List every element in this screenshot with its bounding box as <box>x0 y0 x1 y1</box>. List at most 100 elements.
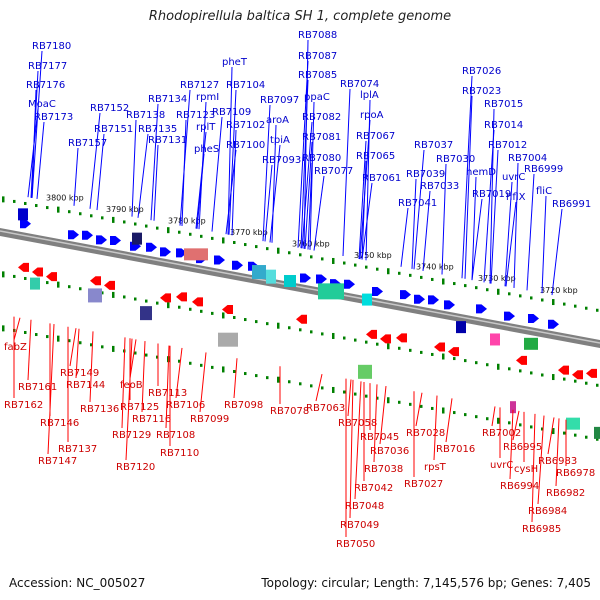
forward-gene-label: RB7151 <box>94 124 133 135</box>
leader-line <box>262 104 271 242</box>
forward-gene-label: RB7131 <box>148 135 187 146</box>
reverse-gene-label: RB7149 <box>60 368 99 379</box>
leader-line <box>225 149 237 235</box>
forward-gene-arrow <box>96 235 107 245</box>
feature-block <box>184 248 208 261</box>
scale-tick <box>354 263 357 267</box>
forward-gene-label: RB7104 <box>226 80 265 91</box>
leader-line <box>307 162 313 250</box>
scale-tick <box>453 357 456 361</box>
scale-tick <box>46 281 49 285</box>
scale-tick <box>508 367 511 371</box>
reverse-gene-arrow <box>176 292 187 302</box>
forward-gene-label: RB7030 <box>436 154 475 165</box>
scale-tick <box>145 299 148 303</box>
forward-gene-label: RB7037 <box>414 140 453 151</box>
scale-tick <box>288 251 291 255</box>
forward-gene-label: RB7138 <box>126 110 165 121</box>
scale-tick <box>464 284 467 288</box>
scale-tick <box>24 201 27 205</box>
scale-tick <box>68 339 71 343</box>
scale-tick <box>189 307 192 311</box>
feature-block <box>456 321 466 334</box>
reverse-gene-label: RB6984 <box>528 506 567 517</box>
reverse-gene-arrow <box>448 347 459 357</box>
reverse-gene-arrow <box>366 329 377 339</box>
scale-label: 3740 kbp <box>416 263 454 272</box>
leader-line <box>400 207 409 267</box>
leader-line <box>347 379 352 417</box>
scale-tick <box>288 326 291 330</box>
reverse-gene-arrow <box>396 333 407 343</box>
scale-tick <box>244 318 247 322</box>
figure-title: Rhodopirellula baltica SH 1, complete ge… <box>148 9 452 24</box>
leader-line <box>141 341 146 413</box>
leader-line <box>309 101 315 250</box>
backbone-highlight <box>0 230 600 344</box>
reverse-gene-label: RB7098 <box>224 400 263 411</box>
reverse-gene-label: RB6978 <box>556 468 595 479</box>
reverse-gene-label: RB7058 <box>338 418 377 429</box>
scale-tick <box>277 247 280 254</box>
reverse-gene-arrow <box>572 370 583 380</box>
forward-gene-label: fliC <box>536 186 552 197</box>
forward-gene-label: rpmI <box>196 92 219 103</box>
scale-tick <box>376 342 379 346</box>
scale-tick <box>79 287 82 291</box>
leader-line <box>153 144 159 221</box>
leader-line <box>165 345 170 429</box>
scale-tick <box>519 369 522 373</box>
forward-gene-label: RB7135 <box>138 124 177 135</box>
scale-tick <box>541 298 544 302</box>
reverse-gene-label: RB7063 <box>306 403 345 414</box>
scale-tick <box>420 350 423 354</box>
forward-gene-label: RB6999 <box>524 164 563 175</box>
scale-tick <box>365 394 368 398</box>
forward-gene-label: RB7180 <box>32 41 71 52</box>
scale-tick <box>156 355 159 359</box>
reverse-gene-arrow <box>296 314 307 324</box>
scale-tick <box>145 353 148 357</box>
forward-gene-label: RB7023 <box>462 86 501 97</box>
leader-line <box>301 121 313 249</box>
genome-backbone <box>0 228 600 348</box>
scale-tick <box>2 271 5 278</box>
scale-tick <box>244 372 247 376</box>
reverse-gene-label: RB7002 <box>482 428 521 439</box>
leader-line <box>121 337 126 429</box>
reverse-gene-arrow <box>18 262 29 272</box>
scale-tick <box>299 328 302 332</box>
forward-gene-arrow <box>20 219 31 229</box>
scale-tick <box>46 206 49 210</box>
scale-tick <box>563 302 566 306</box>
reverse-gene-label: RB7099 <box>190 414 229 425</box>
leader-line <box>379 386 387 445</box>
leader-line <box>531 413 536 523</box>
scale-tick <box>299 382 302 386</box>
leader-line <box>537 415 545 505</box>
scale-tick <box>35 333 38 337</box>
feature-block <box>266 269 276 284</box>
forward-gene-label: RB7082 <box>302 112 341 123</box>
leader-line <box>137 133 149 218</box>
scale-label: 3750 kbp <box>354 251 392 260</box>
forward-gene-arrow <box>528 314 539 324</box>
feature-block <box>490 333 500 346</box>
scale-label: 3730 kbp <box>478 274 516 283</box>
reverse-gene-label: RB7028 <box>406 428 445 439</box>
scale-tick <box>475 415 478 419</box>
scale-tick <box>266 247 269 251</box>
feature-block <box>510 401 516 414</box>
scale-tick <box>431 277 434 281</box>
reverse-gene-label: RB7106 <box>166 400 205 411</box>
forward-gene-label: aroA <box>266 115 289 126</box>
feature-block <box>18 208 28 221</box>
scale-tick <box>266 322 269 326</box>
reverse-gene-label: RB6985 <box>522 524 561 535</box>
reverse-gene-label: RB7038 <box>364 464 403 475</box>
scale-tick <box>222 366 225 373</box>
forward-gene-arrow <box>504 311 515 321</box>
leader-line <box>228 89 237 235</box>
forward-gene-arrow <box>110 236 121 246</box>
scale-tick <box>2 325 5 332</box>
